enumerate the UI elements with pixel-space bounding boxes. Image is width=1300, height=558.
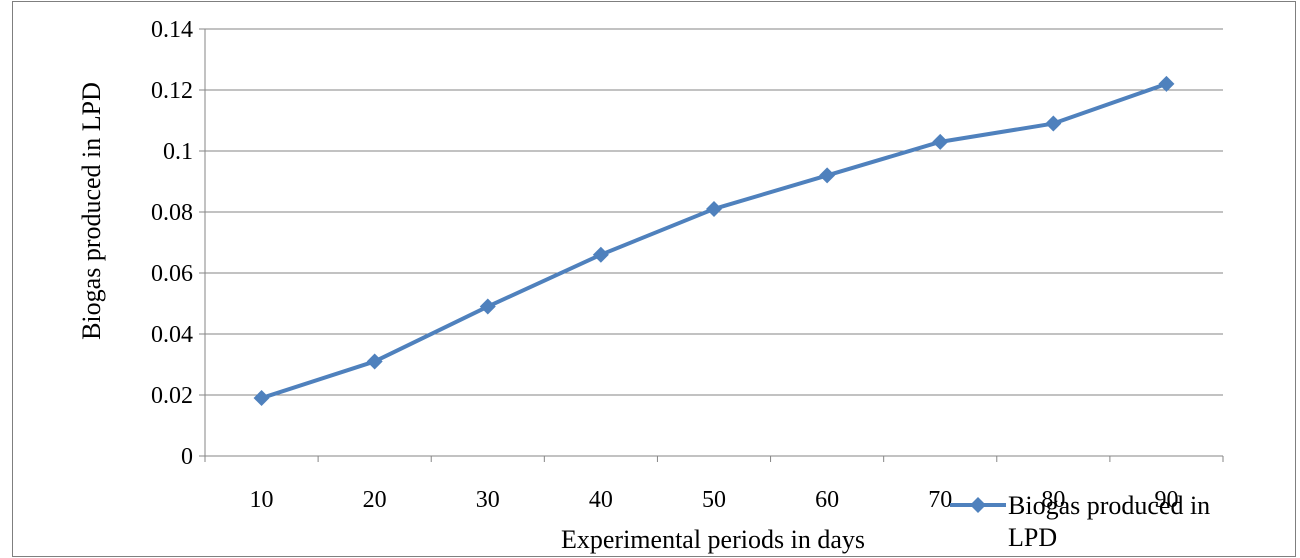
y-tick-label: 0.1 <box>163 139 193 165</box>
y-axis-title: Biogas produced in LPD <box>77 82 106 340</box>
x-axis-title: Experimental periods in days <box>561 525 865 554</box>
x-tick-label: 20 <box>363 487 387 513</box>
x-tick-label: 30 <box>476 487 500 513</box>
y-tick-label: 0.04 <box>151 322 193 348</box>
x-tick-label: 90 <box>1154 487 1178 513</box>
legend-label-line-1: Biogas produced in <box>1008 491 1210 520</box>
data-point-marker <box>366 353 383 370</box>
y-tick-label: 0.08 <box>151 200 193 226</box>
legend-label-line-2: LPD <box>1008 523 1057 552</box>
data-point-marker <box>1158 75 1175 92</box>
x-axis: 10 20 30 40 50 60 70 80 90 <box>204 455 1224 513</box>
x-tick-label: 50 <box>702 487 726 513</box>
data-point-marker <box>932 133 949 150</box>
y-tick-label: 0.12 <box>151 78 193 104</box>
legend-diamond-marker <box>970 497 986 513</box>
chart-frame <box>12 1 1296 557</box>
data-point-marker <box>819 167 836 184</box>
y-tick-label: 0 <box>181 444 193 470</box>
y-tick-label: 0.14 <box>151 17 193 43</box>
data-point-marker <box>706 200 722 217</box>
x-tick-label: 10 <box>250 487 274 513</box>
data-point-marker <box>253 390 270 407</box>
data-point-marker <box>1045 115 1062 132</box>
series-line <box>260 82 1168 400</box>
y-tick-label: 0.06 <box>151 261 193 287</box>
data-point-marker <box>592 246 609 263</box>
gridlines <box>205 28 1223 396</box>
legend: Biogas produced in LPD <box>950 491 1210 552</box>
y-tick-label: 0.02 <box>151 383 193 409</box>
x-tick-label: 70 <box>928 487 952 513</box>
data-point-marker <box>479 298 496 315</box>
x-tick-label: 80 <box>1041 487 1065 513</box>
x-tick-label: 40 <box>589 487 613 513</box>
x-tick-label: 60 <box>815 487 839 513</box>
y-axis: 0 0.02 0.04 0.06 0.08 0.1 0.12 0.14 <box>151 17 206 470</box>
series-layer <box>253 75 1175 407</box>
